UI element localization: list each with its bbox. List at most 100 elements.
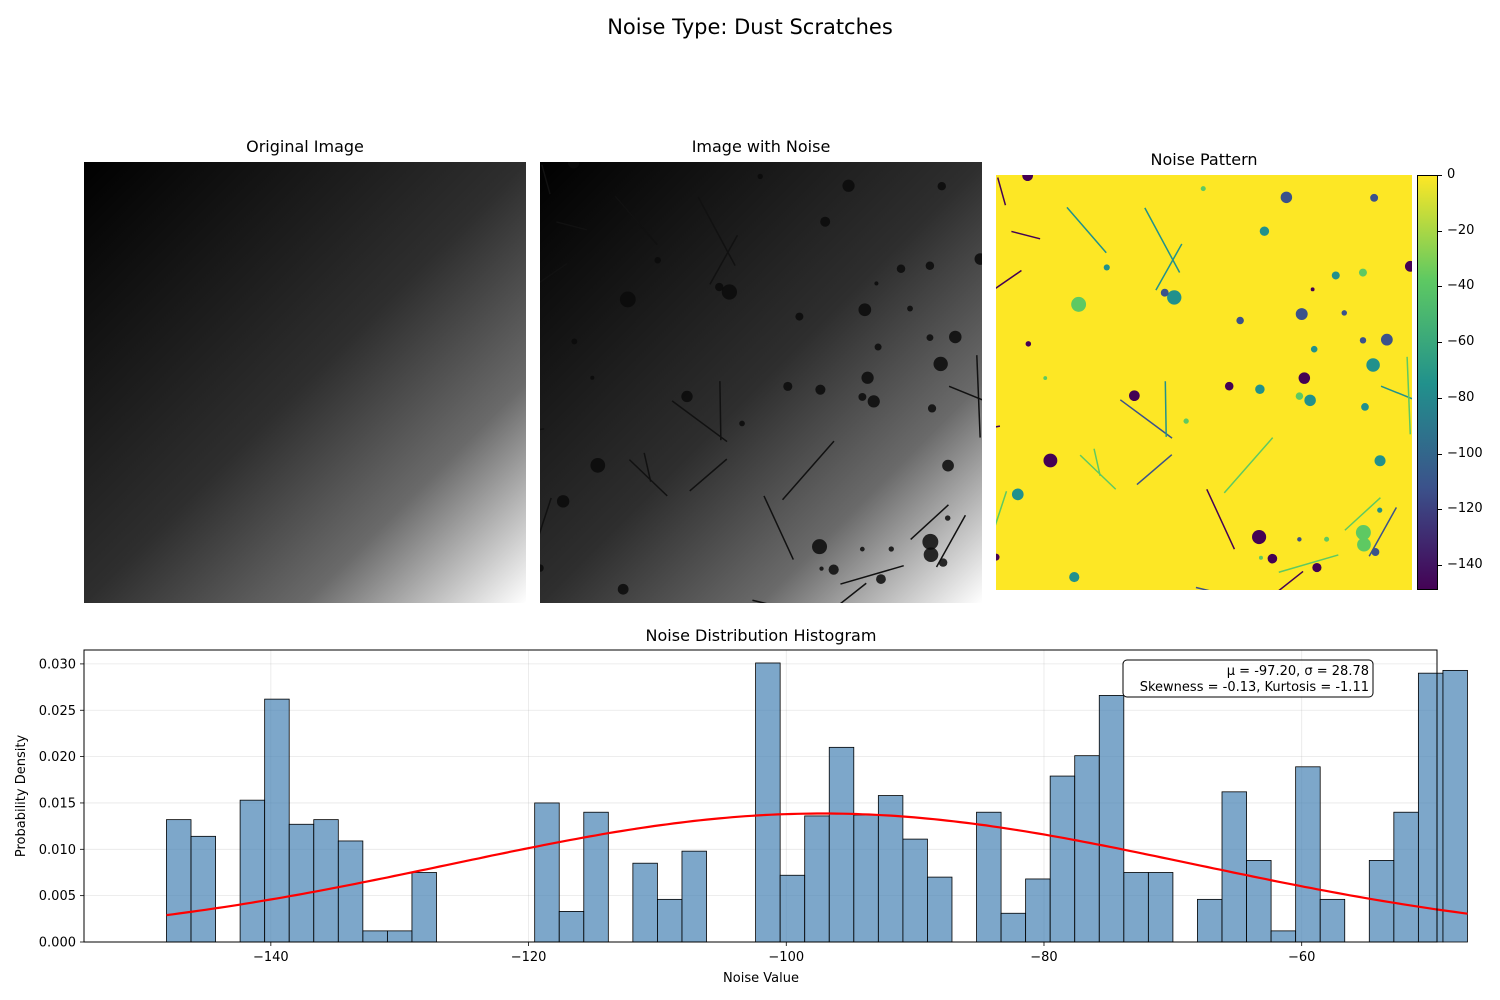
scratch-line <box>556 221 588 231</box>
scratch-line <box>1368 507 1398 557</box>
dust-spot <box>1071 296 1087 312</box>
colorbar-tick-label: −20 <box>1447 222 1475 238</box>
dust-spot <box>944 515 951 521</box>
histogram-bar <box>1393 811 1419 943</box>
dust-spot <box>1374 455 1386 467</box>
colorbar <box>1417 175 1438 590</box>
scratch-line <box>996 491 1008 526</box>
dust-spot <box>1366 358 1380 372</box>
dust-spot <box>1043 376 1048 380</box>
y-tick-label: 0.015 <box>39 796 76 811</box>
histogram-bar <box>313 819 339 943</box>
dust-spot <box>1361 403 1369 411</box>
dust-spot <box>1404 260 1412 272</box>
dust-spot <box>859 546 865 552</box>
x-tick-label: −60 <box>1288 950 1315 965</box>
histogram-bar <box>1221 791 1247 943</box>
dust-spot <box>1295 392 1304 400</box>
colorbar-tick <box>1438 230 1442 232</box>
histogram-bar <box>1123 872 1149 943</box>
histogram-bar <box>534 802 560 943</box>
y-tick-label: 0.010 <box>39 843 76 858</box>
plot-frame <box>83 649 1438 943</box>
dust-spot <box>1022 175 1033 182</box>
dust-spot <box>1310 287 1315 292</box>
histogram-title: Noise Distribution Histogram <box>646 626 877 645</box>
histogram-bar <box>1000 912 1027 943</box>
dust-spot <box>815 384 826 395</box>
scratch-line <box>1164 381 1167 437</box>
x-tick-label: −100 <box>768 950 804 965</box>
histogram-bar <box>386 930 413 943</box>
histogram-bar <box>755 662 781 943</box>
colorbar-tick-label: −80 <box>1447 389 1475 405</box>
dust-spot <box>888 546 894 552</box>
dust-spot <box>1310 345 1318 353</box>
histogram-bar <box>632 862 658 943</box>
histogram-bar <box>288 823 315 943</box>
y-tick-label: 0.030 <box>39 657 76 672</box>
histogram-bar <box>1025 878 1051 943</box>
dust-spot <box>1331 271 1340 280</box>
scratch-line <box>840 564 904 585</box>
scratch-line <box>763 495 794 560</box>
dust-spot <box>715 282 724 292</box>
noisy-image <box>540 162 982 603</box>
scratch-line <box>1119 399 1173 439</box>
dust-spot <box>949 330 962 344</box>
colorbar-tick <box>1438 397 1442 399</box>
dust-spot <box>617 583 629 595</box>
scratch-line <box>719 381 722 441</box>
histogram-bar <box>1270 930 1297 943</box>
dust-spot <box>858 392 867 401</box>
dust-spot <box>1258 555 1263 560</box>
dust-spot <box>925 261 935 270</box>
dust-spot <box>1011 488 1024 501</box>
histogram-bar <box>681 850 707 943</box>
dust-spot <box>842 179 855 192</box>
scratch-line <box>1093 448 1101 477</box>
noise-pattern-title: Noise Pattern <box>1150 150 1258 169</box>
dust-spot <box>937 182 946 191</box>
x-tick-label: −80 <box>1030 950 1057 965</box>
scratch-line <box>781 440 835 501</box>
scratch-line <box>1195 586 1210 590</box>
histogram-bar <box>1098 695 1125 943</box>
dust-spot <box>942 459 954 472</box>
dust-spot <box>1025 341 1032 347</box>
scratch-line <box>671 400 728 443</box>
histogram-bar <box>411 872 437 943</box>
histogram-bar <box>976 811 1002 943</box>
dust-spot <box>1280 191 1293 204</box>
dust-spot <box>876 574 886 584</box>
scratch-line <box>1344 497 1381 531</box>
colorbar-tick <box>1438 509 1442 511</box>
colorbar-tick-label: −60 <box>1447 334 1475 350</box>
histogram-bar <box>1246 860 1272 943</box>
dust-spot <box>1298 372 1311 384</box>
dust-spot <box>1377 507 1383 513</box>
histogram-bar <box>1442 669 1468 943</box>
histogram-bar <box>1147 872 1174 943</box>
stats-box: μ = -97.20, σ = 28.78 Skewness = -0.13, … <box>1122 659 1374 698</box>
original-image <box>84 162 526 603</box>
scratch-line <box>935 514 967 568</box>
histogram-bar <box>1417 672 1444 943</box>
histogram-bar <box>190 835 216 943</box>
histogram-bar <box>362 930 388 943</box>
scratch-line <box>643 452 652 482</box>
original-image-title: Original Image <box>246 137 364 156</box>
dust-spot <box>1043 453 1058 468</box>
colorbar-tick <box>1438 453 1442 455</box>
scratch-line <box>540 262 568 284</box>
scratch-line <box>976 355 981 438</box>
dust-spot <box>1355 525 1371 541</box>
histogram-bar <box>166 819 192 943</box>
dust-spot <box>1252 529 1267 545</box>
scratch-line <box>1278 570 1304 590</box>
scratch-line <box>997 177 1007 206</box>
dust-spot <box>619 291 636 308</box>
histogram-bar <box>1319 898 1346 943</box>
colorbar-tick <box>1438 342 1442 344</box>
